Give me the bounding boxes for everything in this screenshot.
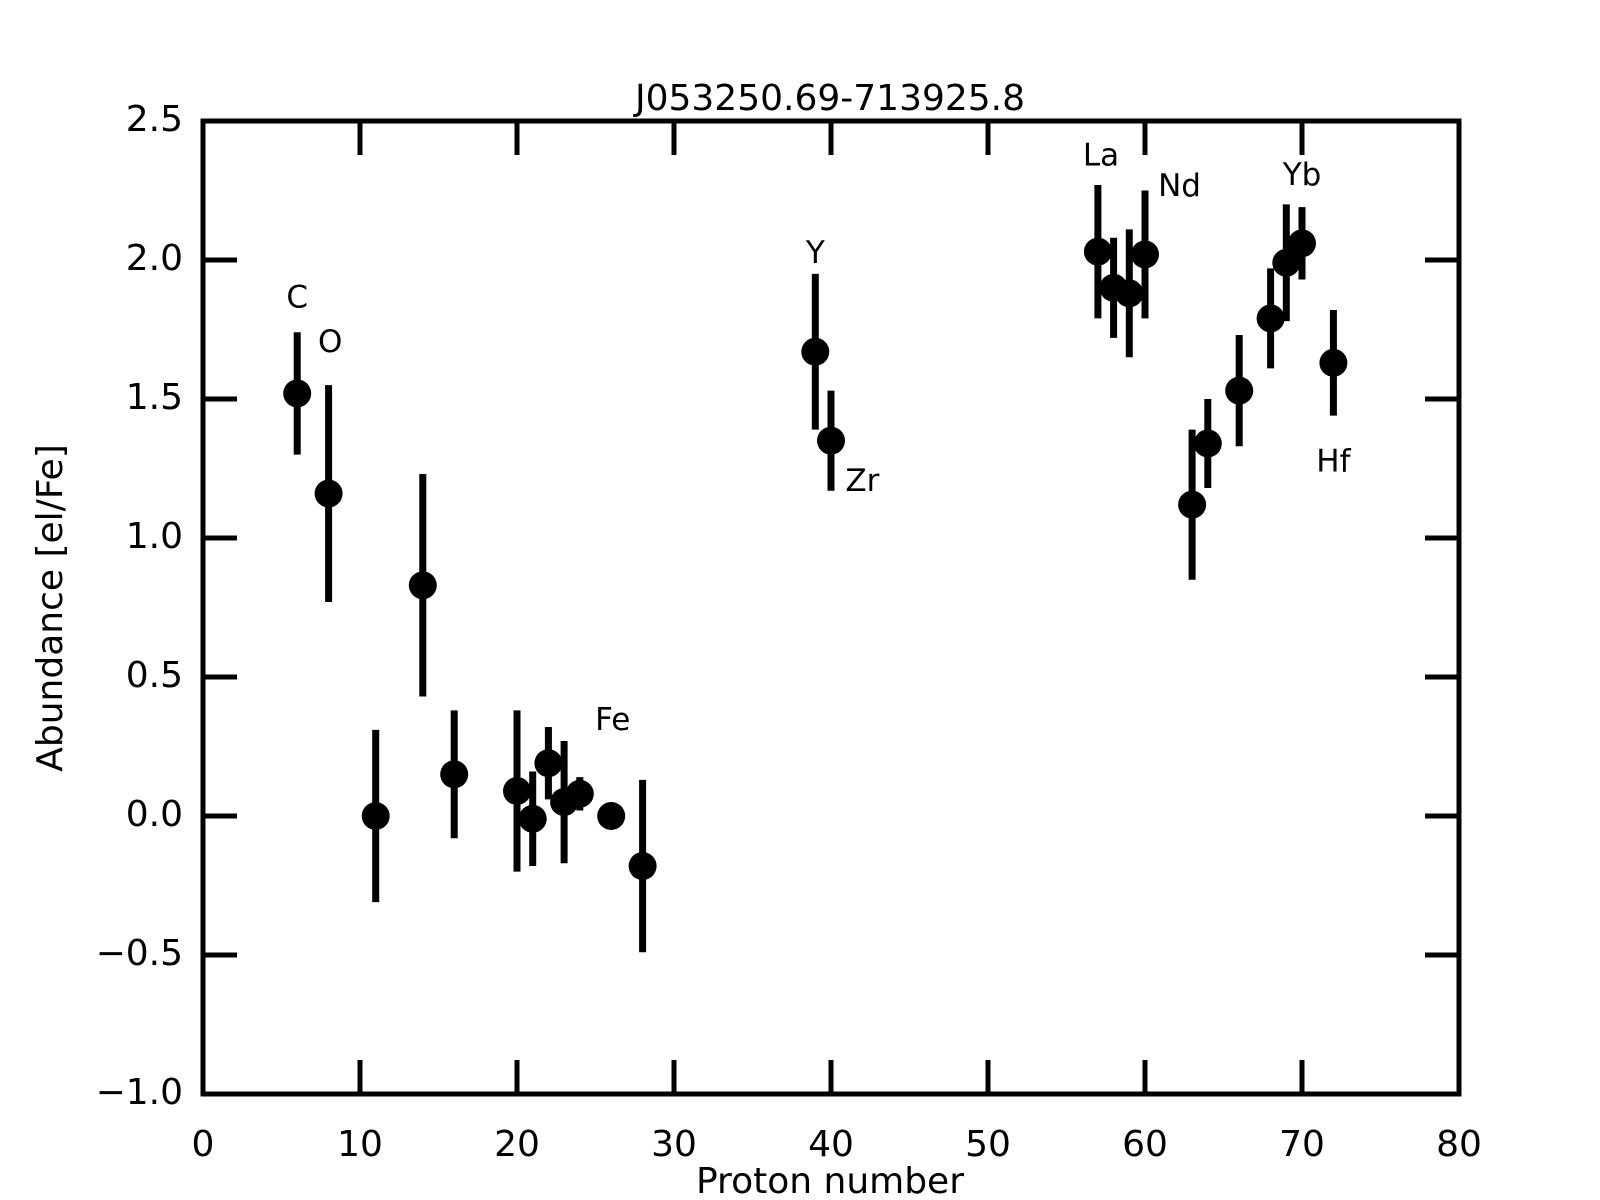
x-tick-label: 50	[965, 1124, 1011, 1165]
y-axis-label: Abundance [el/Fe]	[30, 444, 71, 771]
data-point	[534, 749, 563, 778]
data-point	[283, 379, 312, 408]
x-tick-label: 80	[1436, 1124, 1482, 1165]
y-tick-label: 1.0	[126, 516, 183, 557]
data-point	[817, 426, 845, 455]
data-point	[628, 852, 657, 881]
element-label: Nd	[1158, 168, 1201, 204]
x-axis-label: Proton number	[696, 1161, 964, 1200]
data-point	[1193, 429, 1222, 458]
data-point	[1288, 229, 1316, 258]
data-point	[1115, 279, 1144, 308]
element-label: C	[286, 279, 308, 315]
element-label: Zr	[845, 463, 879, 499]
data-point	[801, 337, 830, 366]
element-label: Hf	[1316, 443, 1351, 479]
data-point	[597, 802, 626, 830]
x-tick-label: 0	[192, 1124, 215, 1165]
data-point	[1319, 348, 1348, 377]
data-point	[1225, 376, 1254, 405]
data-point	[518, 804, 547, 833]
element-label: Fe	[595, 702, 630, 738]
y-tick-label: −1.0	[96, 1072, 183, 1113]
data-point	[1272, 248, 1301, 277]
data-point	[1256, 304, 1285, 333]
x-tick-label: 40	[808, 1124, 854, 1165]
data-point	[1131, 240, 1159, 269]
y-tick-label: 2.5	[126, 99, 183, 140]
y-tick-label: 1.5	[126, 377, 183, 418]
data-point	[361, 802, 390, 830]
element-label: O	[318, 324, 342, 360]
y-tick-label: 0.5	[126, 655, 183, 696]
x-tick-label: 70	[1279, 1124, 1325, 1165]
y-tick-label: 2.0	[126, 238, 183, 279]
x-tick-label: 10	[337, 1124, 383, 1165]
element-label: La	[1083, 138, 1119, 174]
y-tick-label: 0.0	[126, 794, 183, 835]
data-point	[1178, 490, 1207, 519]
element-label: Yb	[1282, 157, 1322, 193]
data-point	[314, 479, 343, 508]
plot-frame	[200, 118, 1462, 1097]
data-point	[440, 760, 469, 789]
y-tick-label: −0.5	[96, 933, 183, 974]
x-tick-label: 30	[651, 1124, 697, 1165]
data-point	[565, 779, 594, 808]
data-point	[503, 776, 531, 805]
element-label: Y	[805, 235, 825, 271]
data-point	[408, 571, 437, 600]
x-tick-label: 20	[494, 1124, 540, 1165]
x-tick-label: 60	[1122, 1124, 1168, 1165]
chart-title: J053250.69-713925.8	[633, 78, 1025, 119]
data-point	[1083, 237, 1112, 266]
